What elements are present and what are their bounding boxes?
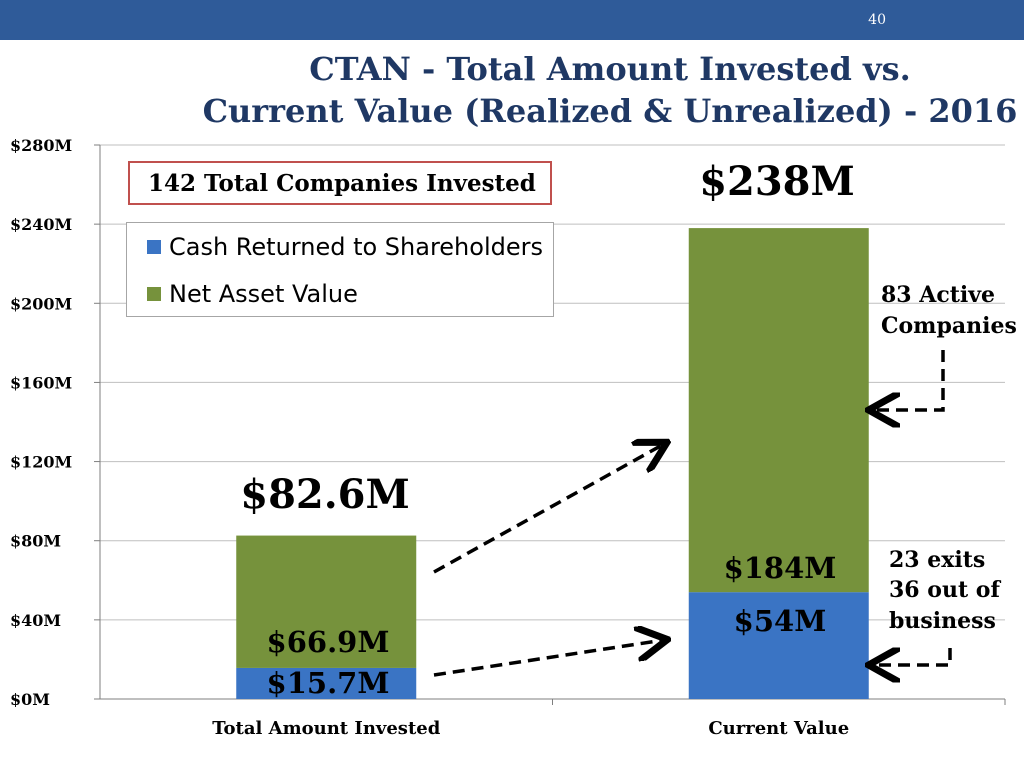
legend-label-nav: Net Asset Value — [169, 280, 358, 308]
y-tick-label: $40M — [10, 611, 61, 630]
y-tick-label: $280M — [10, 136, 72, 155]
legend-swatch-cash — [147, 240, 161, 254]
exits-note-line-3: business — [889, 608, 996, 634]
exits-arrow — [872, 648, 952, 665]
title-line-1: CTAN - Total Amount Invested vs. — [309, 50, 911, 88]
header-bar: 40 — [0, 0, 1024, 40]
active-note-line-1: 83 Active — [881, 282, 995, 308]
total-companies-text: 142 Total Companies Invested — [148, 169, 536, 197]
bar-segment — [688, 228, 869, 593]
exits-note-line-1: 23 exits — [889, 547, 985, 573]
bar-segment — [688, 592, 869, 699]
y-tick-label: $120M — [10, 453, 72, 472]
growth-arrow-cash — [433, 640, 664, 677]
y-tick-label: $80M — [10, 532, 61, 551]
title-line-2: Current Value (Realized & Unrealized) - … — [202, 92, 1018, 130]
active-note-line-2: Companies — [881, 313, 1017, 339]
invested-total-label: $82.6M — [240, 471, 410, 518]
growth-arrow-nav — [433, 444, 664, 574]
exits-note-line-2: 36 out of — [889, 577, 1001, 603]
invested-cash-label: $15.7M — [267, 666, 390, 700]
legend-item-cash: Cash Returned to Shareholders — [147, 233, 543, 261]
y-tick-label: $200M — [10, 294, 72, 313]
x-category-label: Total Amount Invested — [212, 718, 441, 739]
current-cash-label: $54M — [734, 604, 827, 638]
total-companies-box: 142 Total Companies Invested — [128, 161, 552, 205]
legend-item-nav: Net Asset Value — [147, 280, 358, 308]
chart-legend: Cash Returned to Shareholders Net Asset … — [126, 222, 554, 317]
bar-segment — [236, 535, 417, 668]
legend-label-cash: Cash Returned to Shareholders — [169, 233, 543, 261]
y-tick-label: $0M — [10, 690, 50, 709]
current-nav-label: $184M — [724, 551, 837, 585]
page-number: 40 — [868, 12, 886, 28]
x-category-label: Current Value — [708, 718, 849, 739]
y-tick-label: $160M — [10, 373, 72, 392]
legend-swatch-nav — [147, 287, 161, 301]
invested-nav-label: $66.9M — [267, 625, 390, 659]
chart-title: CTAN - Total Amount Invested vs. Current… — [170, 48, 1024, 132]
current-total-label: $238M — [699, 158, 855, 205]
y-tick-label: $240M — [10, 215, 72, 234]
active-companies-arrow — [872, 350, 945, 410]
bar-segment — [236, 667, 417, 699]
